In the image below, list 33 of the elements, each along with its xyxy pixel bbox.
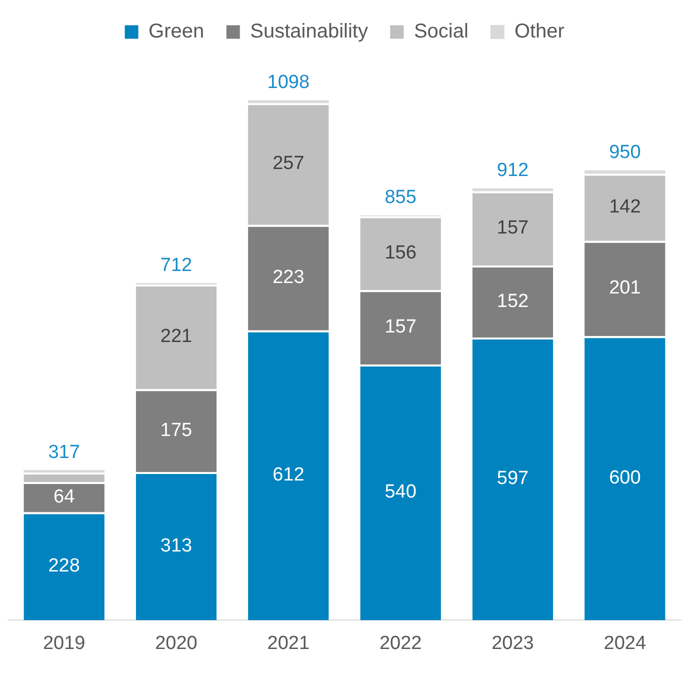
legend-label: Other: [514, 20, 565, 43]
data-label: 201: [609, 278, 641, 299]
data-label: 257: [272, 153, 304, 174]
total-label: 1098: [267, 72, 310, 94]
x-tick-label: 2023: [492, 632, 534, 654]
legend-label: Sustainability: [250, 20, 368, 43]
x-tick-label: 2022: [379, 632, 422, 654]
data-label: 221: [160, 326, 192, 348]
legend-label: Green: [148, 20, 204, 43]
x-tick-label: 2019: [42, 632, 86, 654]
total-label: 912: [496, 160, 529, 182]
total-label: 950: [609, 142, 641, 164]
data-label: 157: [496, 218, 529, 239]
x-tick-label: 2021: [267, 632, 310, 654]
data-label: 175: [160, 420, 192, 441]
data-label: 228: [48, 555, 80, 576]
data-label: 540: [384, 482, 416, 503]
data-label: 64: [54, 486, 76, 508]
total-label: 712: [160, 254, 192, 276]
data-label: 152: [496, 290, 529, 312]
data-label: 313: [160, 535, 192, 556]
data-label: 156: [384, 242, 416, 264]
data-label: 142: [609, 196, 641, 218]
legend-label: Social: [414, 20, 468, 43]
data-label: 157: [384, 316, 416, 338]
data-label: 612: [272, 464, 304, 486]
x-tick-label: 2020: [155, 632, 198, 654]
data-label: 597: [496, 468, 529, 490]
data-label: 223: [272, 266, 304, 288]
data-label: 600: [609, 467, 641, 488]
x-tick-label: 2024: [604, 632, 646, 654]
total-label: 317: [48, 442, 80, 463]
total-label: 855: [384, 187, 416, 208]
